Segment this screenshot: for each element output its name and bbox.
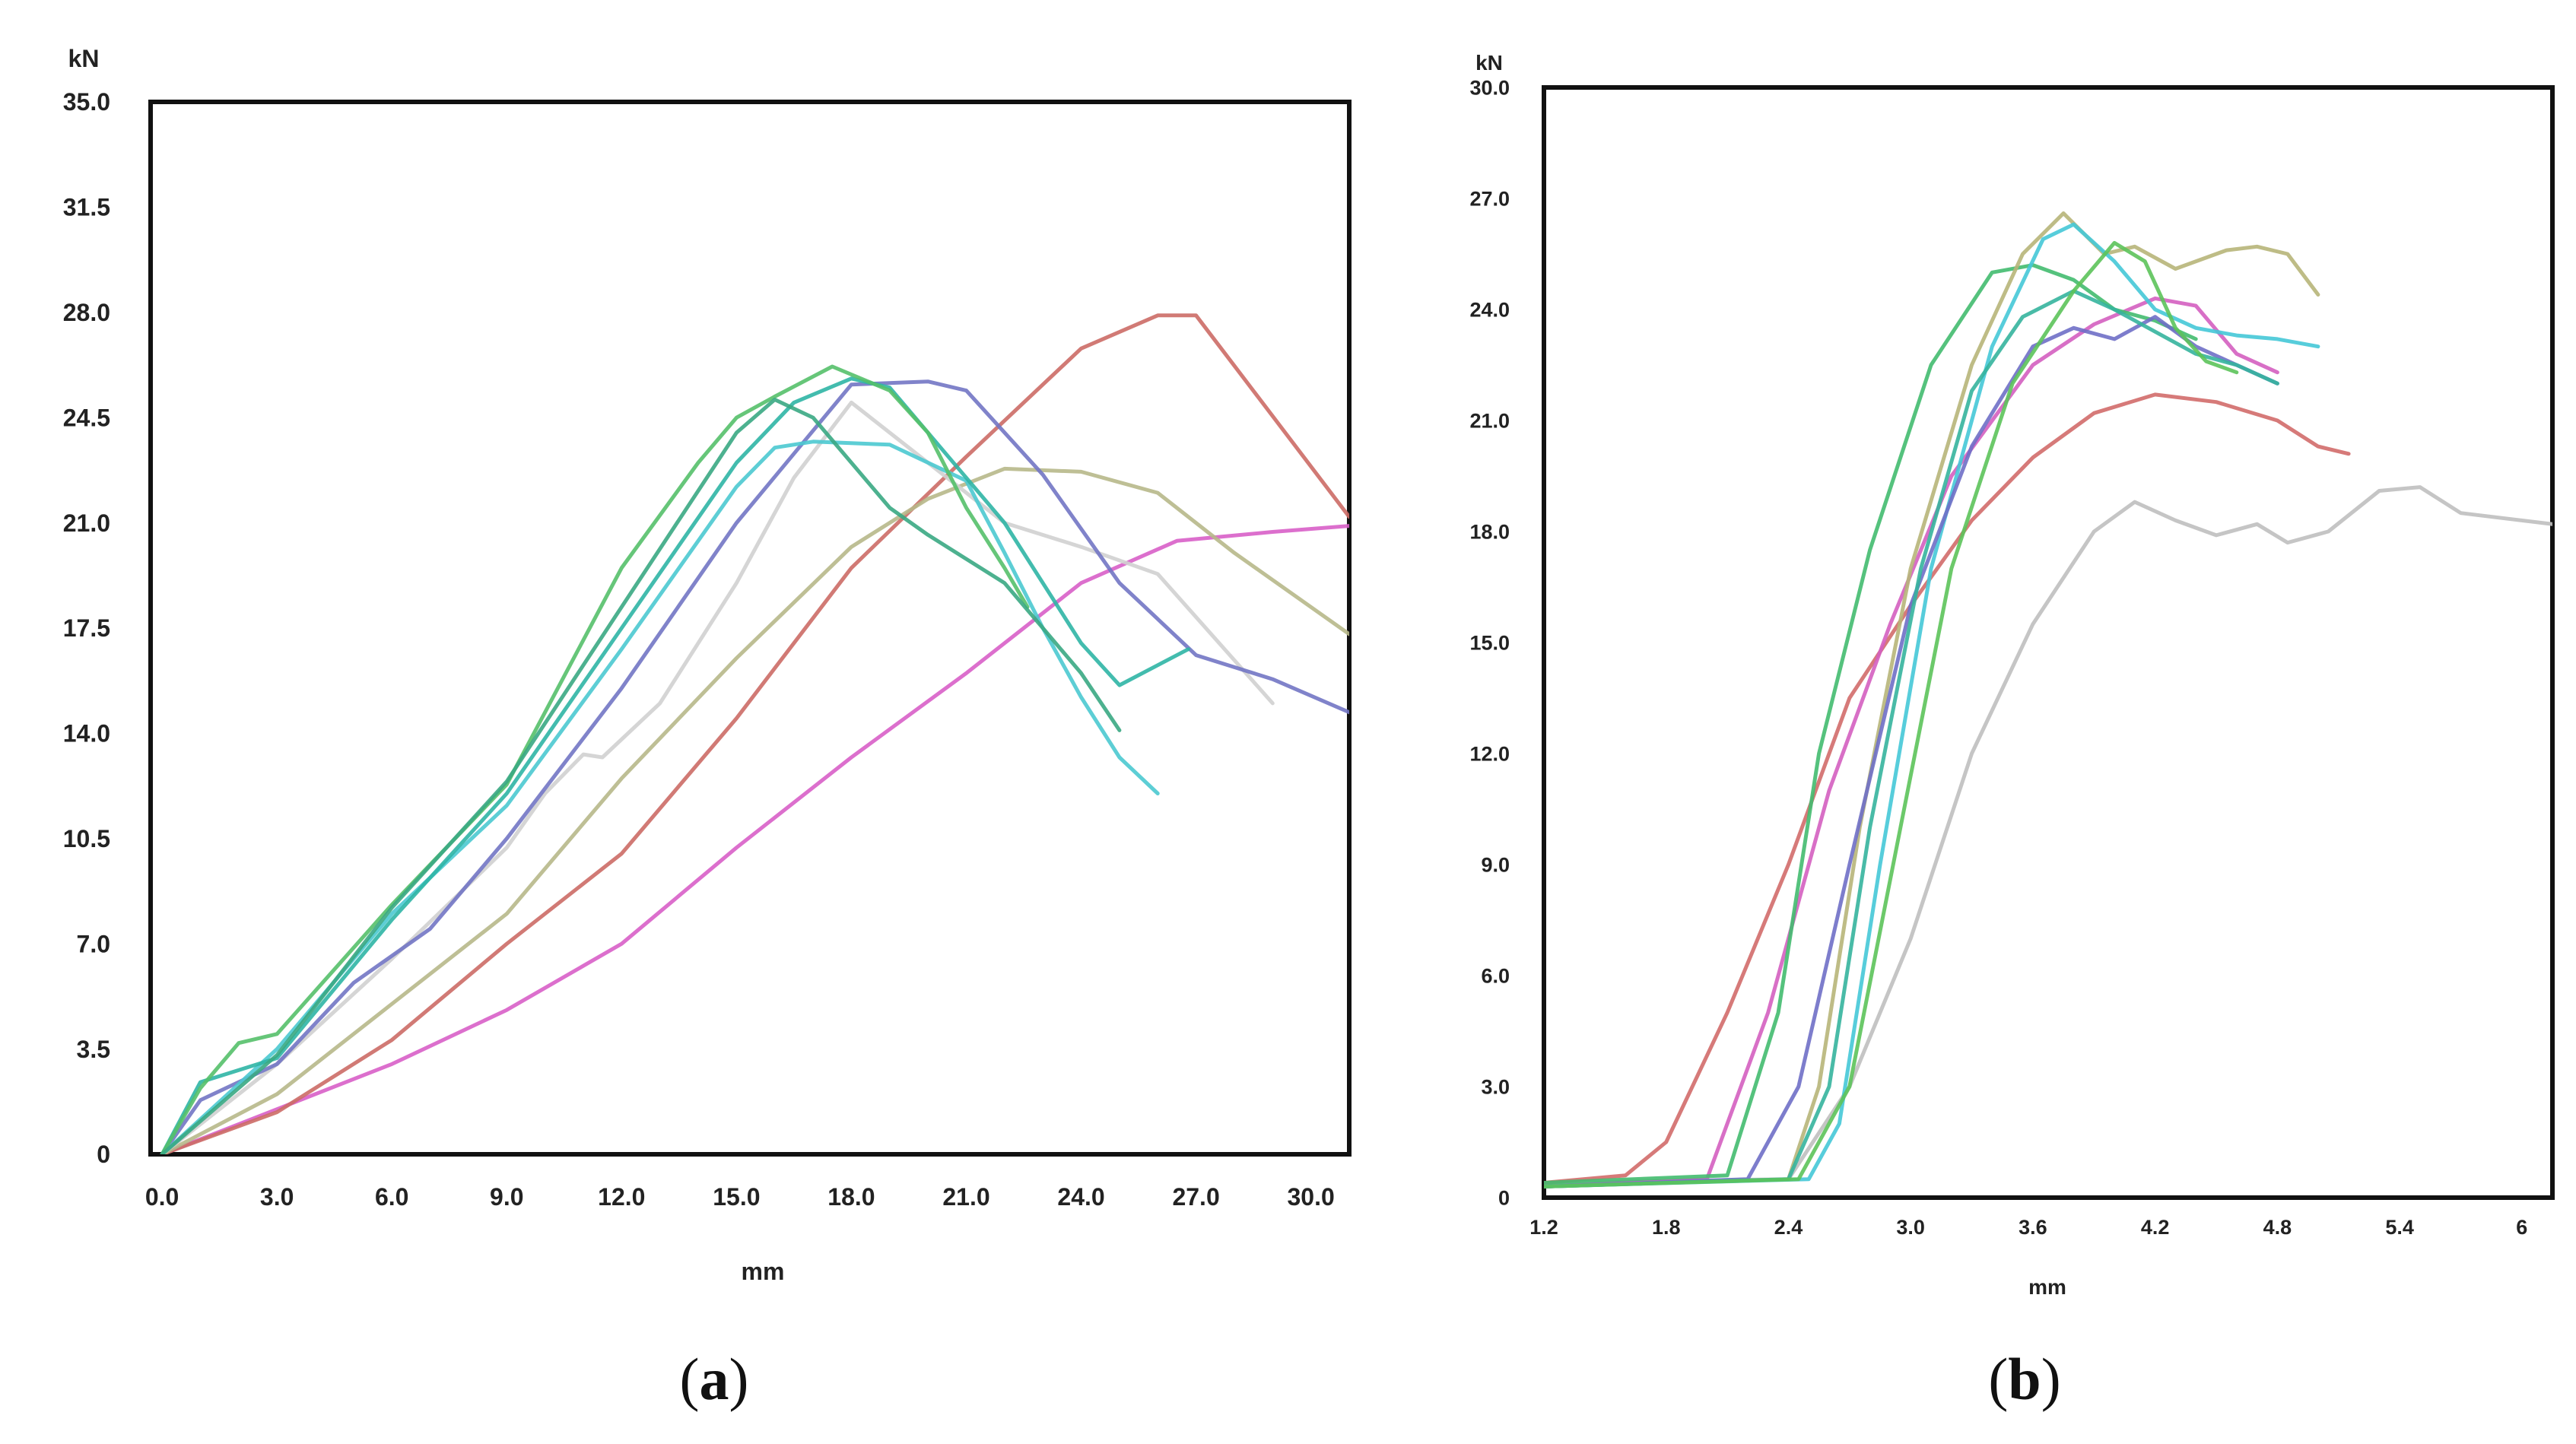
x-tick-label-a: 3.0 bbox=[260, 1183, 294, 1211]
series-group-b bbox=[1544, 211, 2552, 1189]
x-tick-label-a: 12.0 bbox=[598, 1183, 645, 1211]
chart-panel-b: 0 3.0 6.0 9.0 12.0 15.0 18.0 21.0 24.0 27.0 30.0 1.… bbox=[1392, 0, 2576, 1444]
x-tick-label-a: 30.0 bbox=[1288, 1183, 1335, 1211]
y-tick-label-a: 21.0 bbox=[63, 509, 110, 537]
y-tick-label-a: 17.5 bbox=[63, 614, 110, 642]
chart-panel-a: 0 3.5 7.0 10.5 14.0 17.5 21.0 24.5 28.0 31.5 35.0 0… bbox=[63, 45, 1352, 1412]
x-tick-label-a: 6.0 bbox=[375, 1183, 408, 1211]
x-tick-label-a: 9.0 bbox=[490, 1183, 523, 1211]
series-group-a bbox=[160, 313, 1349, 1154]
series-line-b-cyan bbox=[1544, 222, 2320, 1189]
series-line-a-lightgray bbox=[160, 400, 1275, 1154]
y-tick-label-b: 15.0 bbox=[1469, 631, 1510, 654]
x-tick-label-a: 0.0 bbox=[145, 1183, 179, 1211]
y-tick-label-b: 0 bbox=[1498, 1186, 1510, 1209]
series-line-a-green bbox=[160, 364, 1030, 1154]
series-line-b-olive bbox=[1544, 211, 2320, 1189]
x-tick-label-b: 6 bbox=[2516, 1216, 2527, 1239]
y-tick-label-b: 9.0 bbox=[1481, 853, 1510, 876]
x-tick-label-a: 18.0 bbox=[827, 1183, 875, 1211]
x-tick-label-b: 2.4 bbox=[1774, 1216, 1803, 1239]
y-tick-label-a: 7.0 bbox=[77, 930, 110, 957]
series-line-b-red bbox=[1544, 392, 2351, 1185]
y-tick-label-a: 3.5 bbox=[77, 1036, 110, 1063]
y-tick-label-b: 21.0 bbox=[1469, 409, 1510, 432]
series-line-a-darkgreen bbox=[160, 398, 1122, 1154]
panel-caption-a: (a) bbox=[680, 1346, 749, 1412]
y-tick-label-b: 24.0 bbox=[1469, 298, 1510, 321]
series-line-a-teal bbox=[160, 376, 1190, 1154]
y-tick-label-b: 12.0 bbox=[1469, 742, 1510, 765]
y-tick-label-a: 24.5 bbox=[63, 404, 110, 431]
x-axis-title-b: mm bbox=[2028, 1275, 2066, 1299]
series-line-a-blue bbox=[160, 379, 1349, 1154]
x-tick-label-b: 4.2 bbox=[2141, 1216, 2170, 1239]
series-line-b-green2 bbox=[1544, 240, 2239, 1189]
x-tick-label-b: 1.2 bbox=[1529, 1216, 1558, 1239]
y-axis-title-b: kN bbox=[1475, 51, 1503, 75]
chart-a-svg: 0 3.5 7.0 10.5 14.0 17.5 21.0 24.5 28.0 31.5 35.0 0… bbox=[63, 45, 1352, 1412]
x-tick-label-b: 4.8 bbox=[2263, 1216, 2292, 1239]
series-line-b-pink bbox=[1544, 296, 2279, 1189]
y-tick-label-a: 14.0 bbox=[63, 720, 110, 747]
x-tick-label-b: 5.4 bbox=[2385, 1216, 2414, 1239]
x-tick-label-b: 3.6 bbox=[2019, 1216, 2047, 1239]
x-tick-label-b: 1.8 bbox=[1652, 1216, 1681, 1239]
series-line-b-lightgray bbox=[1544, 485, 2552, 1185]
series-line-a-red bbox=[160, 313, 1349, 1154]
y-tick-label-a: 35.0 bbox=[63, 88, 110, 116]
x-tick-label-a: 15.0 bbox=[713, 1183, 760, 1211]
y-tick-label-b: 6.0 bbox=[1481, 964, 1510, 987]
plot-frame-b bbox=[1542, 85, 2555, 1200]
y-tick-label-b: 30.0 bbox=[1469, 76, 1510, 99]
y-tick-label-b: 27.0 bbox=[1469, 187, 1510, 210]
y-tick-label-b: 3.0 bbox=[1481, 1075, 1510, 1098]
y-tick-label-b: 18.0 bbox=[1469, 520, 1510, 543]
x-axis-title-a: mm bbox=[742, 1258, 785, 1285]
y-tick-label-a: 0 bbox=[97, 1141, 110, 1168]
x-tick-label-a: 24.0 bbox=[1057, 1183, 1104, 1211]
x-tick-label-a: 21.0 bbox=[942, 1183, 989, 1211]
series-line-b-blue bbox=[1544, 315, 2279, 1189]
y-tick-label-a: 28.0 bbox=[63, 299, 110, 326]
y-tick-label-a: 31.5 bbox=[63, 194, 110, 221]
series-line-a-olive bbox=[160, 466, 1349, 1154]
series-line-b-teal bbox=[1544, 289, 2279, 1189]
panel-caption-b: (b) bbox=[1988, 1346, 2060, 1412]
chart-b-svg: 0 3.0 6.0 9.0 12.0 15.0 18.0 21.0 24.0 27.0 30.0 1.… bbox=[1469, 51, 2555, 1412]
series-line-a-pink bbox=[160, 524, 1349, 1154]
y-tick-label-a: 10.5 bbox=[63, 825, 110, 852]
x-tick-label-b: 3.0 bbox=[1896, 1216, 1925, 1239]
x-tick-label-a: 27.0 bbox=[1172, 1183, 1219, 1211]
plot-frame-a bbox=[148, 100, 1352, 1157]
y-axis-title-a: kN bbox=[68, 45, 100, 72]
